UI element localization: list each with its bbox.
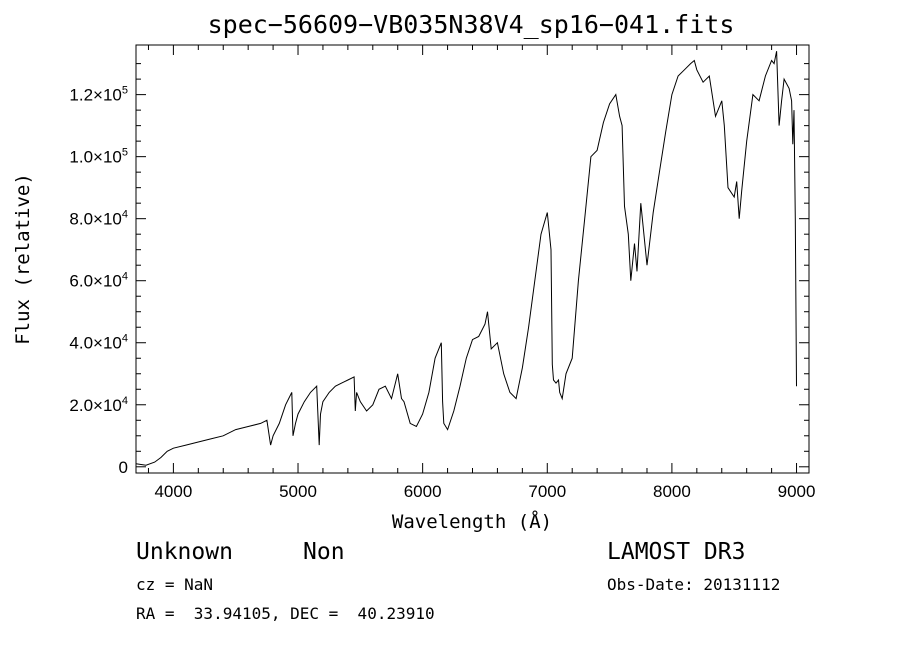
- y-tick-label: 4.0×104: [69, 333, 128, 353]
- x-tick-label: 6000: [404, 482, 442, 501]
- x-axis-tick-labels: 4000 5000 6000 7000 8000 9000: [154, 482, 815, 501]
- observation-date: Obs-Date: 20131112: [607, 575, 781, 594]
- y-tick-label: 1.2×105: [69, 85, 128, 105]
- y-tick-label: 6.0×104: [69, 271, 128, 291]
- survey-name: LAMOST DR3: [607, 539, 746, 565]
- y-axis-label: Flux (relative): [12, 173, 34, 345]
- y-axis-ticks: [136, 63, 809, 468]
- chart-title: spec−56609−VB035N38V4_sp16−041.fits: [208, 10, 735, 39]
- x-axis-ticks: [147, 45, 798, 473]
- y-axis-tick-labels: 0 2.0×104 4.0×104 6.0×104 8.0×104 1.0×105 1.2×…: [69, 85, 128, 477]
- y-tick-label: 8.0×104: [69, 209, 128, 229]
- x-tick-label: 5000: [279, 482, 317, 501]
- x-tick-label: 4000: [154, 482, 192, 501]
- redshift-cz: cz = NaN: [136, 575, 214, 594]
- x-tick-label: 9000: [778, 482, 816, 501]
- ra-dec-coordinates: RA = 33.94105, DEC = 40.23910: [136, 604, 435, 623]
- object-subclass: Non: [303, 539, 345, 565]
- plot-frame: [135, 44, 810, 474]
- x-tick-label: 8000: [653, 482, 691, 501]
- y-tick-label: 1.0×105: [69, 147, 128, 167]
- x-tick-label: 7000: [528, 482, 566, 501]
- y-tick-label: 2.0×104: [69, 395, 128, 415]
- spectrum-series-line: [135, 51, 797, 466]
- y-tick-label: 0: [119, 458, 128, 477]
- x-axis-label: Wavelength (Å): [392, 510, 552, 533]
- object-class: Unknown: [136, 539, 233, 565]
